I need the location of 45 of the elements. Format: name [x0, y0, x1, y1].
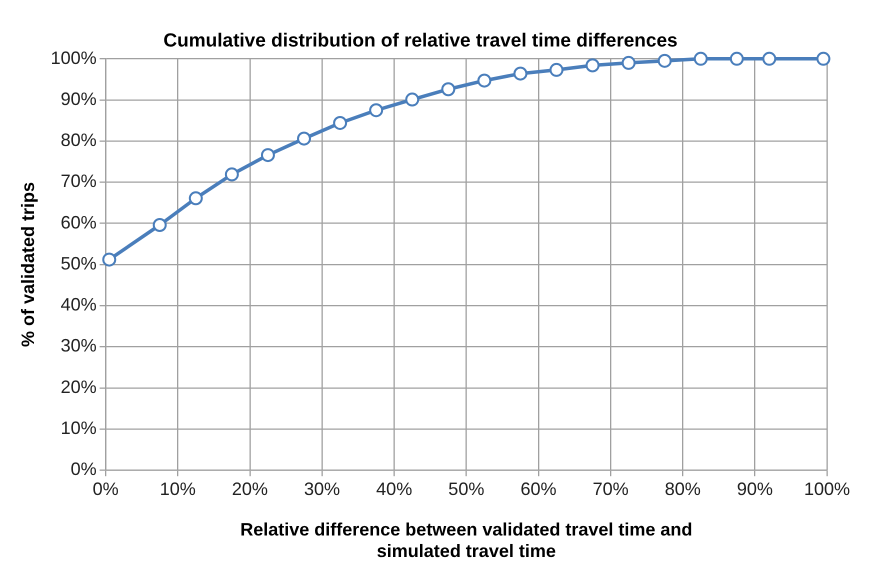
y-tick-label: 40% [60, 294, 97, 315]
x-tick-label: 40% [376, 478, 412, 499]
x-tick-label: 50% [448, 478, 484, 499]
x-tick-label: 10% [160, 478, 196, 499]
point [152, 218, 167, 232]
point [102, 252, 116, 267]
point [658, 54, 672, 68]
y-tick-label: 20% [60, 376, 97, 397]
x-tick-label: 30% [304, 478, 340, 499]
y-tick-label: 0% [70, 459, 97, 480]
point [333, 116, 348, 130]
point [513, 66, 528, 81]
chart-title: Cumulative distribution of relative travel time differences [163, 30, 678, 52]
point [694, 52, 708, 66]
y-tick-label: 100% [50, 48, 97, 68]
point [622, 56, 636, 70]
point [549, 62, 564, 77]
x-tick-label: 80% [664, 478, 701, 499]
point [405, 92, 420, 107]
y-tick-label: 60% [60, 212, 97, 232]
point [297, 132, 312, 146]
y-tick-label: 90% [60, 88, 97, 109]
point [762, 52, 776, 66]
x-tick-label: 20% [232, 478, 268, 499]
point [260, 148, 275, 162]
point [816, 52, 830, 66]
y-tick-label: 80% [60, 130, 97, 150]
point [188, 191, 203, 206]
x-tick-label: 90% [736, 478, 773, 499]
point [477, 74, 492, 88]
x-tick-label: 0% [92, 478, 119, 499]
x-tick-label: 100% [804, 478, 850, 499]
y-tick-label: 30% [60, 336, 97, 356]
point [369, 103, 384, 118]
point [224, 167, 239, 182]
y-axis-title: % of validated trips [18, 182, 38, 348]
x-axis-title: Relative difference between validated travel time and simulated travel time [240, 520, 692, 562]
y-tick-label: 50% [60, 253, 97, 274]
x-tick-label: 70% [592, 478, 629, 499]
point [730, 52, 744, 66]
y-tick-label: 70% [60, 171, 97, 192]
point [586, 58, 600, 72]
point [441, 82, 456, 96]
x-tick-label: 60% [520, 478, 556, 499]
y-tick-label: 10% [60, 418, 97, 438]
